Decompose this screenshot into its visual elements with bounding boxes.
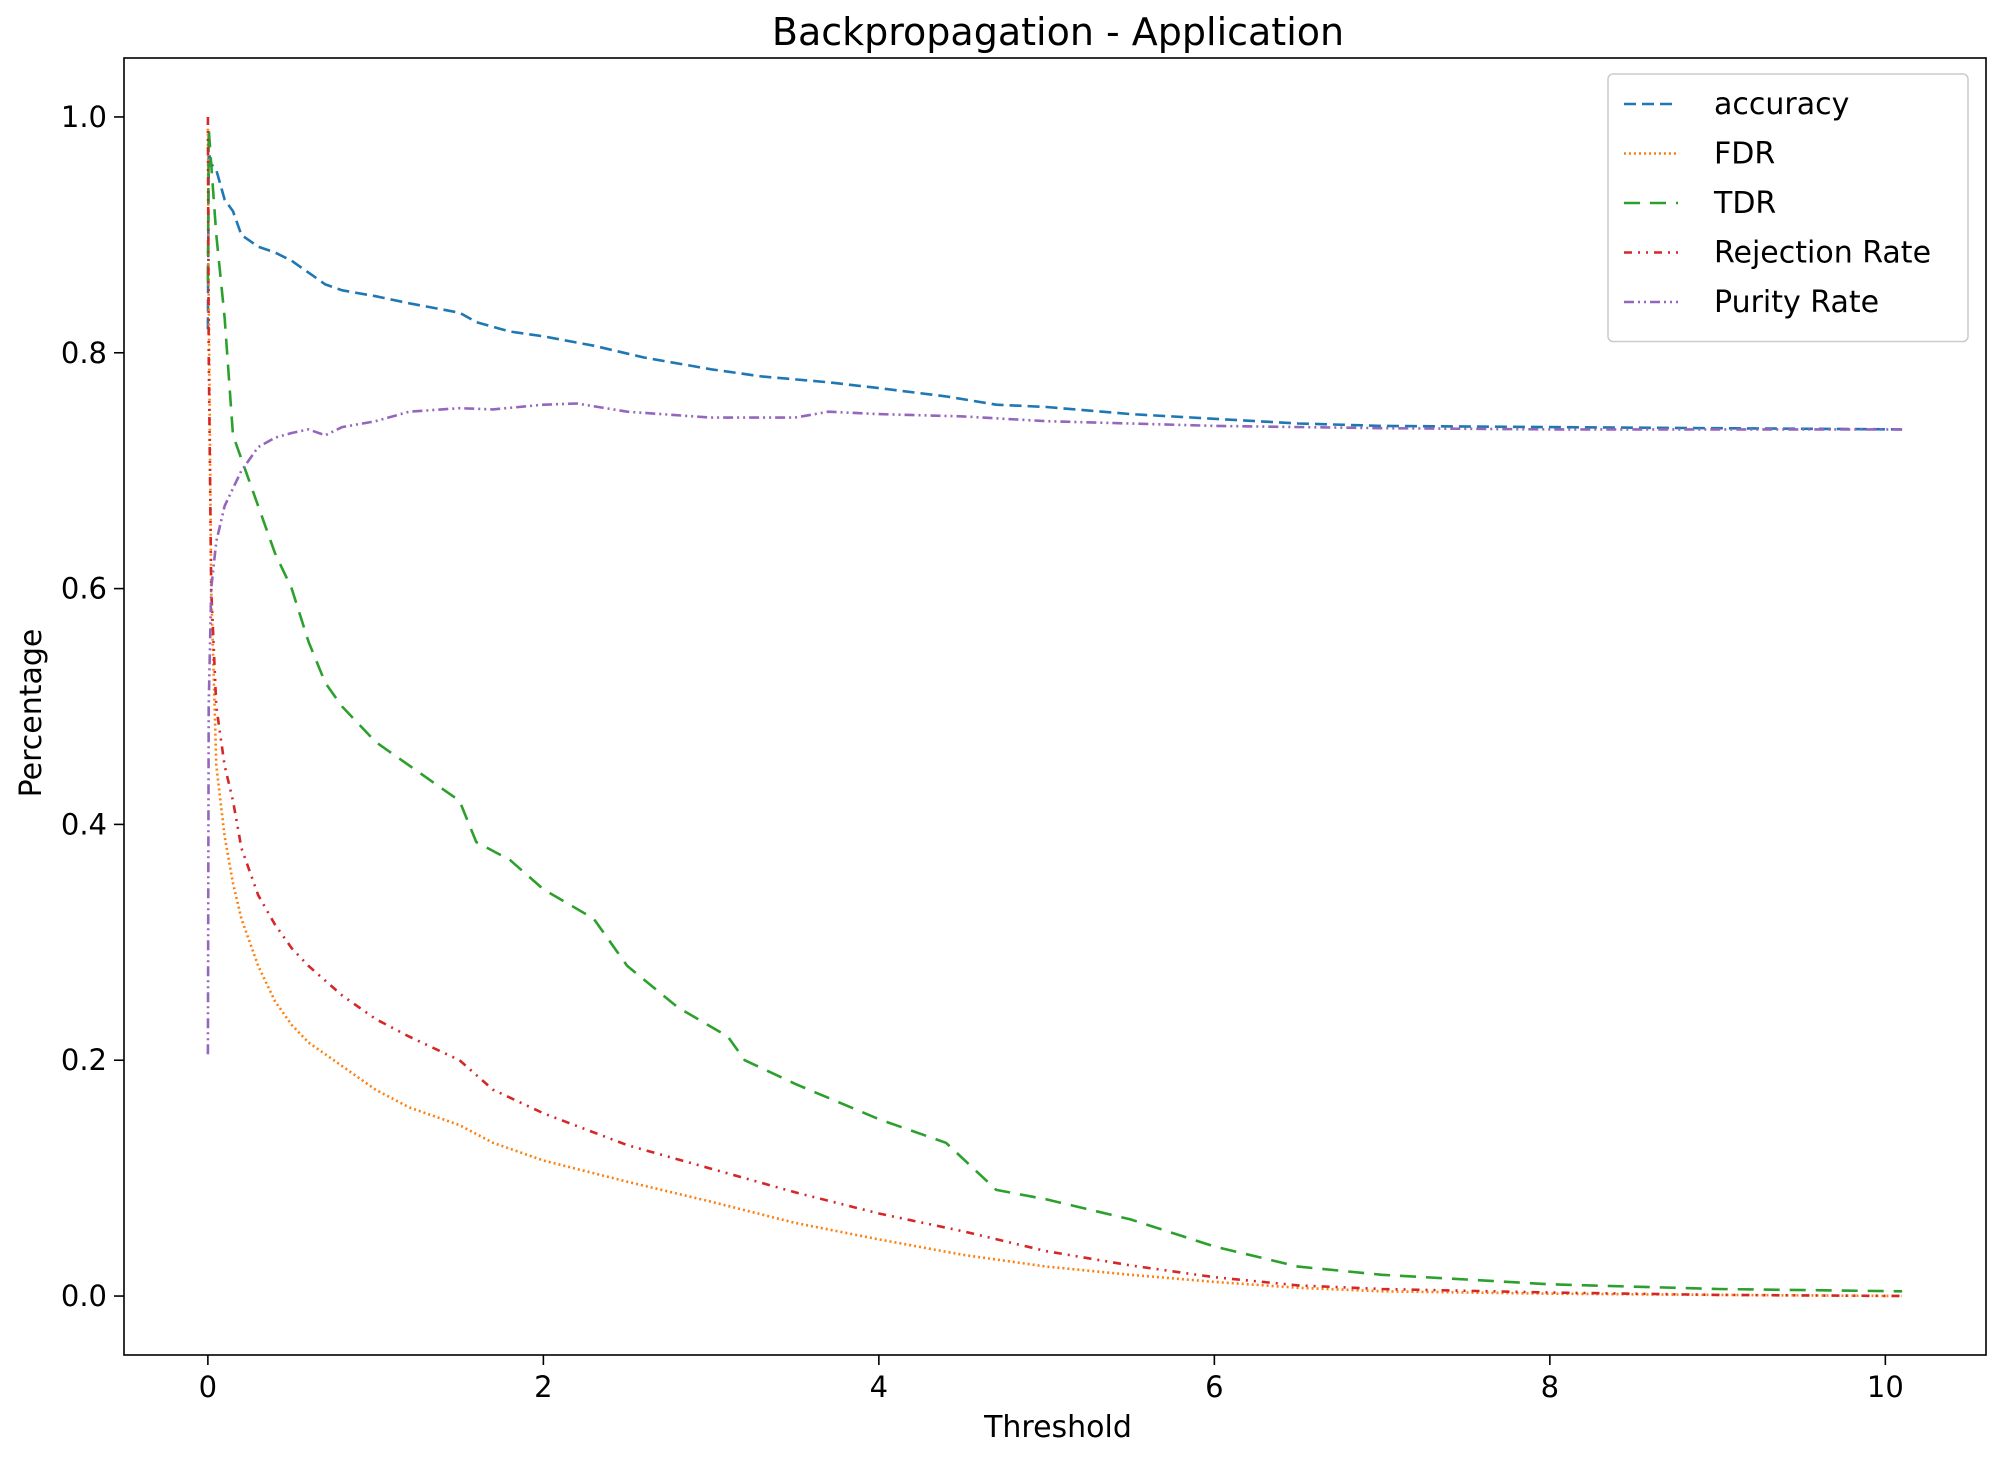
plot-area [206,116,1903,1298]
legend: accuracy FDR TDR Rejection Rate Purity Rate [1607,73,1969,343]
plot-frame [123,57,1987,1356]
y-tick-label: 0.6 [61,572,107,606]
x-tick-label: 10 [1867,1370,1904,1404]
legend-label: Rejection Rate [1714,236,1931,271]
y-tick-label: 0.4 [61,807,107,841]
y-tick-label: 0.2 [61,1043,107,1077]
x-tick-label: 8 [1541,1370,1559,1404]
chart-title: Backpropagation - Application [772,10,1344,54]
x-axis: 0 2 4 6 8 10 [199,1355,1904,1404]
legend-label: accuracy [1714,87,1849,122]
x-tick-label: 2 [534,1370,552,1404]
series-line-rejection-rate [206,116,1903,1298]
y-tick-label: 1.0 [61,100,107,134]
legend-label: TDR [1713,186,1776,221]
x-tick-label: 4 [870,1370,888,1404]
series-line-accuracy [206,151,1903,431]
x-axis-label: Threshold [983,1410,1132,1445]
y-tick-label: 0.8 [61,336,107,370]
legend-box [1607,73,1969,343]
series-line-fdr [206,128,1903,1298]
y-axis: 0.0 0.2 0.4 0.6 0.8 1.0 [61,100,124,1313]
legend-label: FDR [1714,137,1775,172]
y-tick-label: 0.0 [61,1279,107,1313]
x-tick-label: 6 [1205,1370,1223,1404]
x-tick-label: 0 [199,1370,217,1404]
y-axis-label: Percentage [14,629,49,798]
series-line-purity-rate [206,402,1903,1055]
legend-label: Purity Rate [1714,285,1879,320]
